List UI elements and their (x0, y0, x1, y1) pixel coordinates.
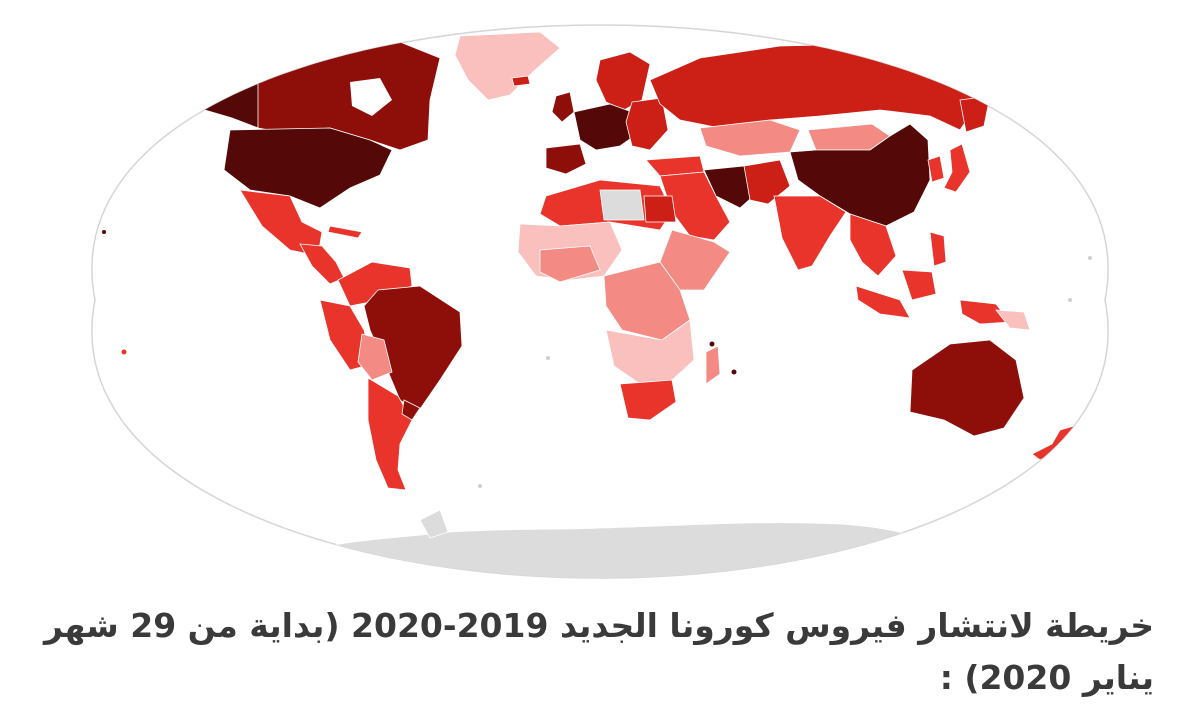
region-usa (223, 127, 393, 209)
region-philippines (929, 231, 947, 267)
region-afghanistan-pakistan (743, 159, 791, 205)
region-borneo (901, 269, 937, 301)
region-india (773, 195, 847, 271)
region-mexico (239, 189, 323, 257)
world-map-figure (91, 24, 1109, 579)
region-new-guinea (959, 299, 1011, 325)
region-southeast-asia (849, 213, 897, 277)
region-libya-sahara-nodata (599, 189, 645, 221)
region-iberia (545, 143, 587, 175)
region-uk (551, 91, 575, 123)
region-korea (927, 155, 945, 183)
region-southern-africa (605, 319, 695, 385)
region-cuba (327, 225, 363, 239)
region-png-east (995, 309, 1031, 331)
region-bolivia (357, 333, 393, 381)
region-antarctic-peninsula (419, 509, 449, 539)
region-madagascar (705, 345, 721, 385)
small-island-markers (102, 230, 1109, 488)
region-uruguay (401, 399, 421, 421)
region-brazil (363, 285, 463, 413)
region-sahel (539, 245, 601, 283)
region-iceland (511, 75, 531, 87)
region-egypt (643, 195, 677, 223)
region-greenland (454, 31, 561, 101)
map-caption: خريطة لانتشار فيروس كورونا الجديد 2019-2… (43, 606, 1154, 697)
region-japan (943, 143, 971, 193)
region-indonesia-west (855, 285, 911, 319)
region-australia (909, 339, 1025, 437)
region-hudson-bay (350, 78, 392, 116)
region-iran (703, 165, 759, 209)
region-south-africa (619, 379, 677, 421)
